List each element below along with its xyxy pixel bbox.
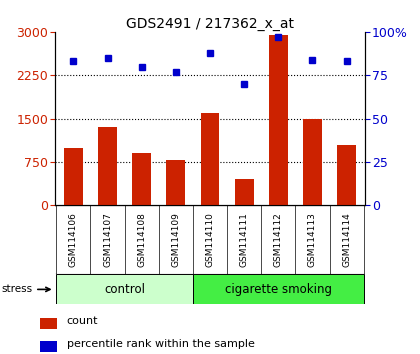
Bar [166,160,185,205]
Text: GSM114109: GSM114109 [171,212,180,267]
Text: GSM114106: GSM114106 [69,212,78,267]
Text: stress: stress [1,284,50,295]
Bar [201,113,219,205]
Bar [64,148,83,205]
Bar [337,144,356,205]
Text: GSM114114: GSM114114 [342,212,351,267]
Bar [40,318,57,329]
Bar [303,119,322,205]
Bar [235,179,254,205]
Text: GSM114110: GSM114110 [205,212,215,267]
Text: cigarette smoking: cigarette smoking [225,283,332,296]
Bar [269,35,288,205]
Text: GSM114112: GSM114112 [274,212,283,267]
Text: GSM114108: GSM114108 [137,212,146,267]
Text: control: control [104,283,145,296]
Text: GSM114113: GSM114113 [308,212,317,267]
Bar [193,274,364,304]
Text: percentile rank within the sample: percentile rank within the sample [67,339,255,349]
Bar [56,274,193,304]
Text: count: count [67,316,98,326]
Bar [98,127,117,205]
Title: GDS2491 / 217362_x_at: GDS2491 / 217362_x_at [126,17,294,31]
Text: GSM114111: GSM114111 [240,212,249,267]
Text: GSM114107: GSM114107 [103,212,112,267]
Bar [132,153,151,205]
Bar [40,341,57,352]
